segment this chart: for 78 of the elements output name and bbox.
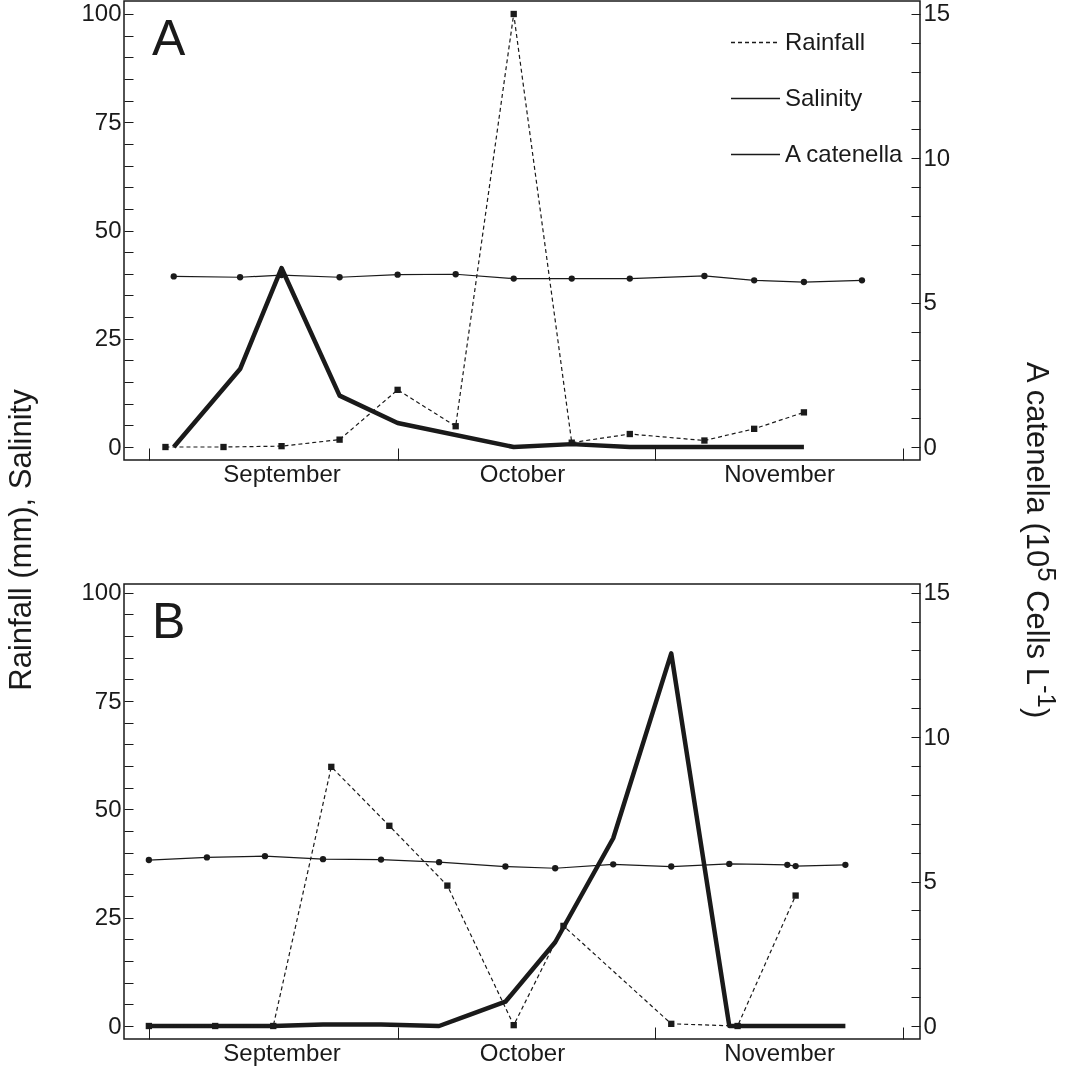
point: [270, 1022, 277, 1030]
point: [394, 386, 401, 394]
point: [800, 409, 808, 416]
chart-title: B: [152, 593, 186, 649]
x-tick-label: October: [479, 1038, 566, 1066]
point: [784, 861, 791, 868]
point: [452, 423, 459, 430]
y2-tick-label: 0: [923, 432, 937, 460]
y2-tick-label: 10: [923, 143, 951, 171]
point: [319, 856, 327, 863]
point: [162, 443, 169, 451]
point: [145, 856, 153, 864]
point: [510, 1021, 517, 1029]
point: [668, 1020, 675, 1027]
y2-tick-label: 0: [923, 1011, 937, 1039]
point: [726, 860, 733, 868]
x-tick-label: November: [724, 459, 835, 487]
point: [203, 854, 211, 861]
point: [751, 425, 758, 432]
point: [626, 430, 633, 438]
x-tick-label: October: [479, 459, 566, 487]
y-axis-title: Rainfall (mm), Salinity: [2, 389, 39, 691]
y-tick-label: 0: [108, 1011, 122, 1039]
legend-label: A catenella: [785, 139, 904, 167]
point: [800, 278, 808, 286]
point: [610, 861, 617, 868]
legend-label: Rainfall: [785, 27, 866, 55]
point: [145, 1022, 153, 1030]
y-tick-label: 50: [94, 794, 122, 822]
y2-tick-label: 15: [923, 578, 951, 606]
point: [386, 822, 393, 829]
point: [792, 862, 799, 870]
point: [502, 863, 509, 870]
point: [394, 271, 401, 278]
point: [236, 274, 244, 281]
point: [444, 882, 451, 889]
point: [336, 274, 343, 281]
point: [510, 275, 517, 282]
point: [701, 272, 708, 280]
y2-tick-label: 15: [923, 0, 951, 27]
point: [452, 271, 459, 278]
point: [751, 277, 758, 284]
point: [734, 1022, 741, 1030]
point: [668, 863, 675, 870]
y-tick-label: 100: [81, 0, 122, 27]
legend-label: Salinity: [785, 83, 863, 111]
point: [261, 852, 269, 860]
x-tick-label: November: [724, 1038, 835, 1066]
chart-title: A: [152, 10, 186, 66]
point: [552, 865, 559, 872]
y-tick-label: 75: [94, 107, 122, 135]
y-tick-label: 100: [81, 578, 122, 606]
y2-tick-label: 5: [923, 867, 937, 895]
point: [435, 859, 443, 866]
point: [626, 275, 633, 282]
point: [858, 277, 866, 284]
point: [336, 436, 343, 443]
point: [377, 856, 385, 863]
x-tick-label: September: [223, 459, 341, 487]
y-tick-label: 25: [94, 324, 122, 352]
x-tick-label: September: [223, 1038, 341, 1066]
point: [212, 1022, 219, 1030]
y-tick-label: 25: [94, 903, 122, 931]
point: [220, 443, 227, 451]
point: [278, 442, 285, 450]
point: [328, 763, 335, 771]
y2-tick-label: 5: [923, 288, 937, 316]
point: [842, 861, 849, 868]
y-tick-label: 75: [94, 686, 122, 714]
point: [701, 437, 708, 444]
point: [560, 922, 567, 930]
point: [510, 10, 517, 18]
y-tick-label: 0: [108, 432, 122, 460]
y2-tick-label: 10: [923, 722, 951, 750]
y-tick-label: 50: [94, 216, 122, 243]
point: [170, 273, 177, 280]
point: [568, 275, 575, 282]
point: [792, 892, 799, 899]
